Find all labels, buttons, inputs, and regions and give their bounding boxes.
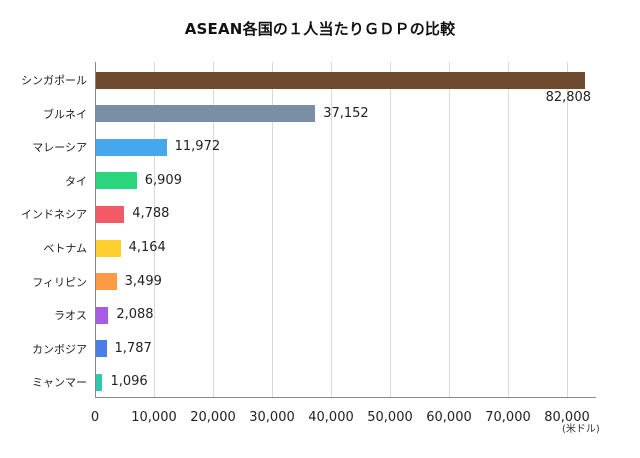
gridline (508, 62, 509, 398)
category-label: ブルネイ (43, 107, 87, 121)
x-tick-label: 50,000 (367, 410, 413, 425)
value-label: 3,499 (124, 273, 162, 289)
category-label: タイ (65, 174, 87, 188)
gridline (154, 62, 155, 398)
bar (96, 306, 109, 324)
bar (96, 172, 137, 190)
category-label: フィリピン (32, 275, 87, 289)
x-tick-label: 0 (90, 410, 100, 425)
x-tick-label: 40,000 (308, 410, 354, 425)
x-tick-label: 80,000 (544, 410, 590, 425)
bar (96, 105, 316, 123)
chart-title: ASEAN各国の１人当たりＧＤＰの比較 (184, 20, 456, 38)
gridline (449, 62, 450, 398)
category-label: シンガポール (21, 74, 87, 87)
category-label: ミャンマー (32, 376, 87, 390)
plot-area: 82,808 37,152 11,972 6,909 4,788 4,164 3,499 2,… (95, 62, 596, 398)
bar (96, 239, 121, 257)
gridline (213, 62, 214, 398)
value-label: 1,096 (110, 374, 148, 390)
value-label: 2,088 (116, 307, 154, 323)
bar (96, 273, 117, 291)
value-label: 37,152 (323, 105, 369, 121)
x-tick-label: 30,000 (249, 410, 295, 425)
y-axis-line (95, 62, 96, 398)
category-label: ラオス (54, 309, 87, 323)
value-label: 4,788 (132, 206, 170, 222)
value-label: 82,808 (545, 90, 592, 105)
gridline (331, 62, 332, 398)
value-label: 6,909 (144, 172, 182, 188)
category-label: マレーシア (32, 141, 87, 155)
value-label: 4,164 (128, 240, 166, 255)
gridline (272, 62, 273, 398)
bar (96, 71, 585, 89)
bar (96, 340, 107, 358)
unit-label: (米ドル) (562, 424, 600, 435)
value-label: 1,787 (114, 340, 152, 356)
x-axis-line (95, 397, 596, 398)
x-tick-label: 20,000 (190, 410, 236, 425)
gridline (567, 62, 568, 398)
category-label: インドネシア (21, 208, 87, 222)
x-tick-label: 70,000 (485, 410, 531, 425)
x-tick-label: 60,000 (426, 410, 472, 425)
gridline (390, 62, 391, 398)
category-label: ベトナム (43, 242, 87, 255)
bar (96, 138, 167, 156)
bar (96, 373, 103, 391)
bar (96, 205, 125, 223)
category-label: カンボジア (32, 342, 87, 356)
value-label: 11,972 (174, 139, 221, 155)
x-tick-label: 10,000 (131, 410, 177, 425)
